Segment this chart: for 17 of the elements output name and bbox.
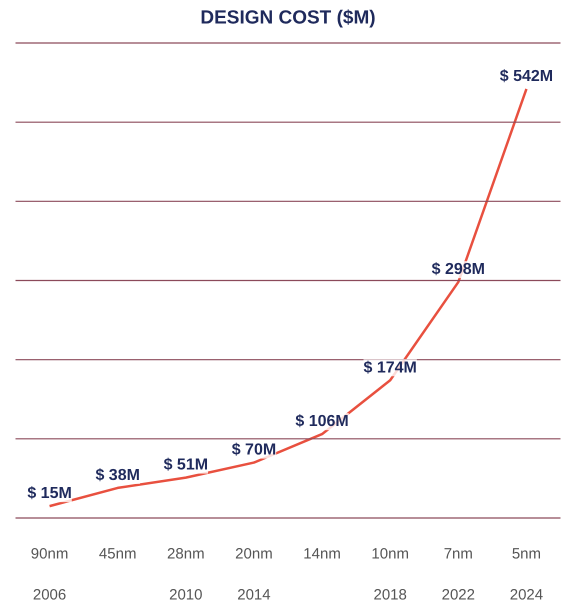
- data-label: $ 174M: [364, 359, 417, 376]
- category-label: 20nm 2014: [235, 546, 273, 604]
- category-label: 7nm 2022: [442, 546, 476, 604]
- data-label: $ 106M: [295, 413, 349, 430]
- category-label: 5nm 2024: [510, 546, 544, 604]
- chart-title: DESIGN COST ($M): [200, 8, 376, 28]
- category-label: 28nm 2010: [167, 546, 205, 604]
- x-tick-label: 45nm: [98, 546, 136, 562]
- data-label: $ 51M: [164, 456, 208, 474]
- data-label: $ 38M: [95, 466, 140, 484]
- data-label: $ 298M: [432, 261, 486, 278]
- category-label: 90nm 2006: [30, 546, 68, 604]
- data-label: $ 70M: [232, 442, 276, 459]
- category-label: 10nm 2018: [371, 546, 409, 604]
- data-label: $ 542M: [500, 68, 554, 85]
- data-label: $ 15M: [27, 485, 72, 502]
- x-tick-label: 14nm: [303, 546, 341, 562]
